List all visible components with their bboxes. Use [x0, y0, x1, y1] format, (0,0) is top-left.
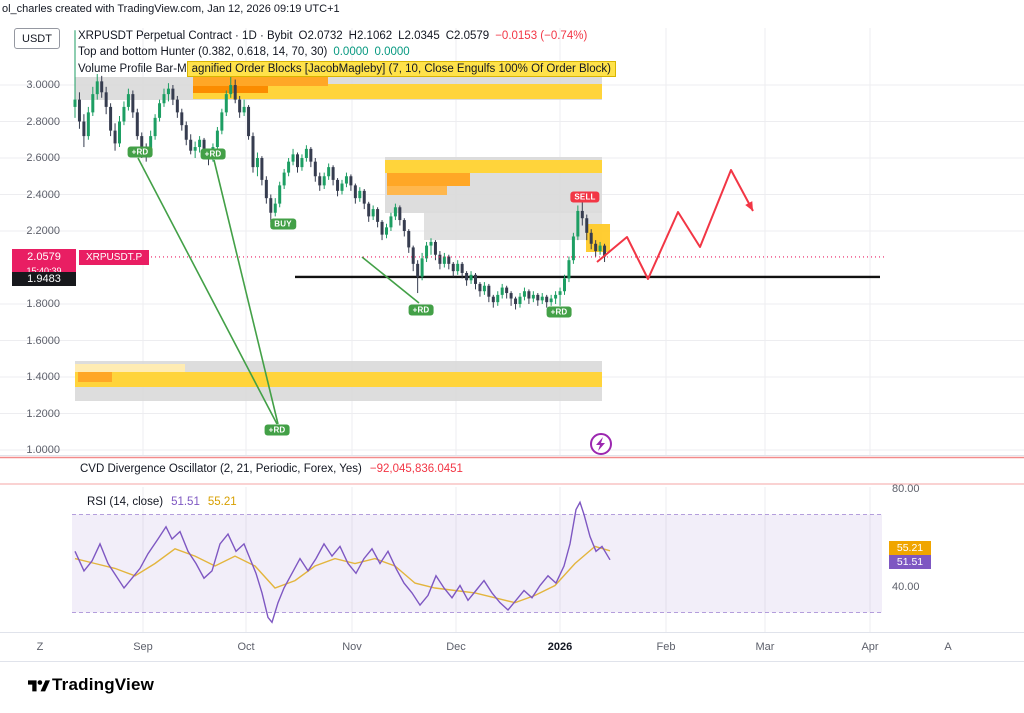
- price-tick: 2.6000: [26, 152, 60, 164]
- ohlc-close: C2.0579: [445, 30, 490, 42]
- ohlc-low: L2.0345: [398, 30, 440, 42]
- time-tick: Oct: [237, 641, 255, 653]
- ob-mid-orange2: [387, 186, 447, 195]
- time-tick: Mar: [755, 641, 775, 653]
- footer-separator: [0, 661, 1024, 662]
- hunter-value-2: 0.0000: [374, 46, 410, 58]
- volume-profile-label: Volume Profile Bar-M: [78, 63, 187, 75]
- order-block-zones: [75, 77, 610, 401]
- ob-mid-yellow: [385, 160, 602, 173]
- time-tick: Z: [36, 641, 44, 653]
- ob-mid-orange: [387, 173, 470, 186]
- indicator-legend-orderblocks[interactable]: Volume Profile Bar-M agnified Order Bloc…: [78, 61, 616, 77]
- price-tick: 2.8000: [26, 115, 60, 128]
- hunter-value-1: 0.0000: [333, 46, 369, 58]
- rsi-axis-label: 51.51: [889, 555, 931, 569]
- rd-marker: +RD: [264, 424, 290, 436]
- ohlc-open: O2.0732: [298, 30, 343, 42]
- time-tick: 2026: [547, 641, 573, 653]
- watermark-text: ol_charles created with TradingView.com,…: [2, 3, 340, 15]
- price-tick: 2.2000: [26, 225, 60, 237]
- currency-toggle-button[interactable]: USDT: [14, 28, 60, 49]
- rsi-plot: [72, 500, 882, 624]
- price-tick: 1.0000: [26, 444, 60, 456]
- price-tick: 1.4000: [26, 371, 60, 383]
- hunter-label: Top and bottom Hunter (0.382, 0.618, 14,…: [78, 46, 328, 58]
- pane-separator-2[interactable]: [0, 632, 1024, 633]
- ob-jan-yellow: [586, 224, 610, 252]
- symbol-price-tag: XRPUSDT.P: [79, 250, 150, 265]
- ob-top-orange: [193, 77, 328, 86]
- pane-separator-1[interactable]: [0, 455, 1024, 456]
- rd-marker: +RD: [408, 304, 434, 316]
- price-tick: 1.2000: [26, 407, 60, 420]
- rsi-axis-40: 40.00: [892, 581, 920, 593]
- projection-zigzag[interactable]: [596, 169, 754, 280]
- time-tick: Nov: [342, 641, 362, 653]
- indicator-legend-hunter[interactable]: Top and bottom Hunter (0.382, 0.618, 14,…: [78, 46, 410, 58]
- rsi-line: [74, 500, 611, 624]
- rd-marker: +RD: [127, 146, 153, 158]
- rsi-axis-80: 80.00: [892, 483, 920, 495]
- time-tick: Feb: [656, 641, 676, 653]
- rsi-label: RSI (14, close): [87, 496, 164, 508]
- price-tick: 2.4000: [26, 188, 60, 201]
- cvd-value: −92,045,836.0451: [369, 463, 463, 475]
- rsi-ma-axis-label: 55.21: [889, 541, 931, 555]
- symbol-title: XRPUSDT Perpetual Contract · 1D · Bybit: [78, 30, 293, 42]
- rd-marker: +RD: [546, 306, 572, 318]
- time-tick: Dec: [446, 641, 466, 653]
- ob-bot-orange: [78, 372, 112, 382]
- ob-top-yellow: [193, 84, 602, 99]
- orderblocks-label-highlighted: agnified Order Blocks [JacobMagleby] (7,…: [186, 61, 616, 77]
- rd-marker: +RD: [200, 148, 226, 160]
- symbol-legend-row[interactable]: XRPUSDT Perpetual Contract · 1D · Bybit …: [78, 30, 587, 42]
- cvd-label: CVD Divergence Oscillator (2, 21, Period…: [80, 463, 362, 475]
- time-tick: Apr: [861, 641, 879, 653]
- tradingview-logo-icon[interactable]: [28, 677, 50, 696]
- time-tick: A: [944, 641, 952, 653]
- projection-arrowhead: [745, 201, 753, 211]
- price-tick: 1.8000: [26, 298, 60, 310]
- price-tick: 3.0000: [26, 79, 60, 91]
- price-change: −0.0153 (−0.74%): [495, 30, 588, 42]
- ob-mid2-gray: [424, 211, 602, 240]
- time-tick: Sep: [133, 641, 153, 653]
- ob-bot-yellow: [75, 372, 602, 387]
- rsi-ma-line: [74, 545, 611, 604]
- rsi-value: 51.51: [171, 496, 200, 508]
- sell-marker: SELL: [570, 191, 600, 203]
- alert-price-label: 1.9483: [12, 272, 76, 286]
- current-price-label: 2.0579: [12, 249, 76, 264]
- hunter-trend-lines: [137, 157, 420, 425]
- rsi-ma-value: 55.21: [207, 496, 237, 508]
- ohlc-high: H2.1062: [348, 30, 393, 42]
- rsi-indicator-row[interactable]: RSI (14, close) 51.51 55.21: [87, 496, 237, 508]
- cvd-indicator-row[interactable]: CVD Divergence Oscillator (2, 21, Period…: [80, 463, 463, 475]
- buy-marker: BUY: [270, 218, 296, 230]
- price-tick: 1.6000: [26, 334, 60, 347]
- tradingview-brand-text[interactable]: TradingView: [52, 675, 155, 694]
- ob-bot-yellow-lt: [75, 364, 185, 373]
- lightning-icon[interactable]: [590, 433, 612, 455]
